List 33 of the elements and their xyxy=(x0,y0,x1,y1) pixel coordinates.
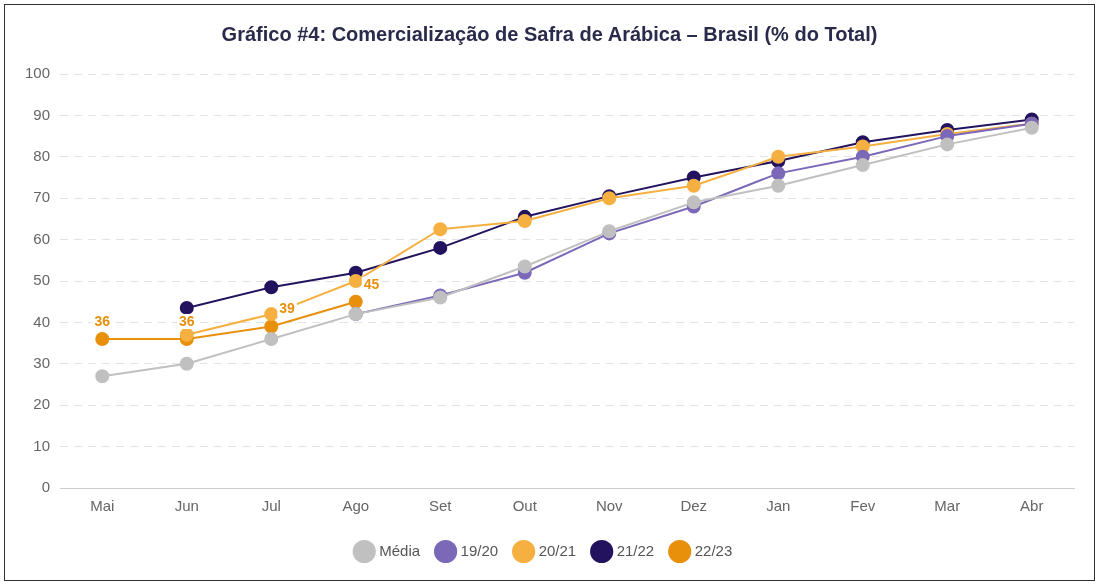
y-tick-label: 80 xyxy=(33,146,51,164)
data-label: 45 xyxy=(363,275,380,292)
legend-label: 22/23 xyxy=(694,541,733,559)
x-tick-label: Nov xyxy=(595,497,624,515)
data-label: 39 xyxy=(279,300,296,317)
x-tick-label: Jun xyxy=(174,497,199,515)
legend-label: 20/21 xyxy=(538,541,577,559)
x-tick-label: Mar xyxy=(934,497,961,515)
y-tick-label: 10 xyxy=(33,436,51,454)
y-tick-label: 40 xyxy=(33,312,51,330)
x-tick-label: Out xyxy=(512,497,538,515)
x-tick-label: Set xyxy=(429,497,453,515)
y-tick-label: 0 xyxy=(41,478,51,496)
x-tick-label: Mai xyxy=(90,497,115,515)
y-tick-label: 90 xyxy=(33,105,51,123)
y-tick-label: 100 xyxy=(25,64,51,82)
y-tick-label: 60 xyxy=(33,229,51,247)
legend-label: Média xyxy=(379,541,421,559)
x-tick-label: Jan xyxy=(766,497,791,515)
legend-label: 21/22 xyxy=(616,541,655,559)
y-tick-label: 70 xyxy=(33,188,51,206)
chart-title: Gráfico #4: Comercialização de Safra de Arábica – Brasil (% do Total) xyxy=(220,23,879,46)
legend-label: 19/20 xyxy=(460,541,499,559)
y-tick-label: 20 xyxy=(33,395,51,413)
x-tick-label: Dez xyxy=(680,497,708,515)
x-tick-label: Fev xyxy=(850,497,876,515)
data-label: 36 xyxy=(94,312,111,329)
y-tick-label: 30 xyxy=(33,353,51,371)
x-tick-label: Jul xyxy=(261,497,281,515)
data-label: 36 xyxy=(178,312,195,329)
y-tick-label: 50 xyxy=(33,271,51,289)
x-tick-label: Abr xyxy=(1020,497,1044,515)
x-tick-label: Ago xyxy=(342,497,370,515)
